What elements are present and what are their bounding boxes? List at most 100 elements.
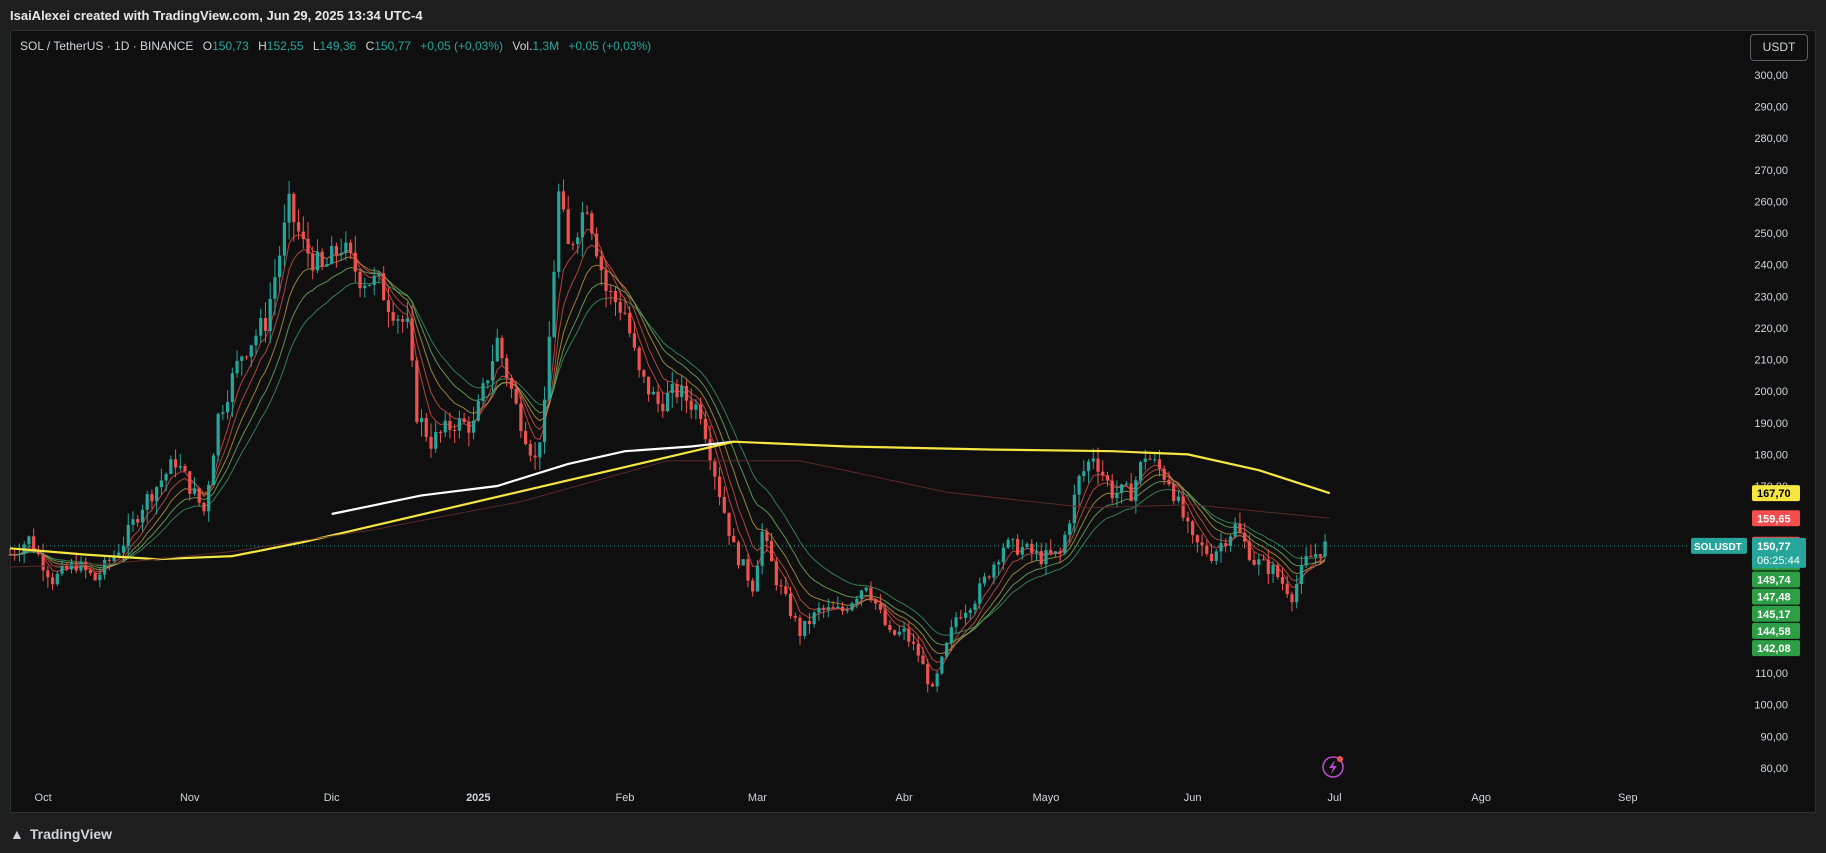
candle-body [647, 376, 651, 395]
ema-ribbon-line [9, 228, 1326, 672]
candle-body [760, 531, 764, 566]
price-change: +0,05 (+0,03%) [420, 39, 504, 53]
candle-body [259, 318, 263, 336]
candle-body [1266, 559, 1270, 575]
x-axis-tick-label: Mayo [1033, 792, 1060, 804]
candle-body [1172, 484, 1176, 501]
candle-body [226, 402, 230, 413]
candle-body [8, 554, 12, 556]
y-axis-tick-label: 240,00 [1754, 260, 1788, 272]
candle-body [1224, 543, 1228, 546]
close-value: 150,77 [374, 39, 411, 53]
price-tag-144-58 [1752, 622, 1800, 639]
candle-body [1195, 535, 1199, 543]
y-axis-tick-label: 180,00 [1754, 449, 1788, 461]
candle-body [1261, 559, 1266, 561]
candle-body [580, 212, 584, 238]
candle-body [17, 553, 22, 555]
symbol-price-label [1691, 537, 1747, 554]
candle-body [609, 291, 613, 293]
y-axis-tick-label: 220,00 [1754, 323, 1788, 335]
candle-body [680, 386, 684, 398]
candle-body [822, 607, 826, 610]
candle-body [982, 576, 987, 584]
candle-body [98, 574, 102, 581]
candle-body [339, 252, 343, 256]
candle-body [367, 284, 372, 286]
candle-body [358, 271, 362, 289]
candle-body [1299, 565, 1304, 584]
tradingview-logo-icon: ▲ [10, 826, 24, 842]
price-tag-label: 149,74 [1757, 575, 1792, 587]
notification-dot [1337, 756, 1343, 762]
candle-body [859, 590, 864, 599]
candle-body [401, 319, 405, 322]
candle-body [467, 422, 471, 433]
candle-body [202, 502, 206, 512]
candle-body [888, 624, 892, 631]
price-tag-label: 167,70 [1757, 488, 1791, 500]
candle-body [788, 593, 793, 616]
candle-body [907, 628, 911, 642]
candle-body [817, 607, 821, 613]
candle-body [1091, 458, 1095, 462]
candle-body [500, 337, 504, 359]
candle-body [916, 643, 920, 656]
candle-body [1238, 523, 1242, 533]
candle-body [892, 630, 897, 635]
candle-body [509, 378, 514, 389]
x-axis-tick-label: Abr [895, 792, 912, 804]
candle-body [46, 570, 50, 578]
candle-body [1053, 551, 1058, 554]
candle-body [542, 399, 547, 443]
candle-body [84, 561, 88, 571]
candle-body [476, 401, 480, 421]
candle-body [306, 238, 310, 254]
currency-button[interactable]: USDT [1750, 34, 1808, 61]
price-tag-167-70 [1752, 485, 1800, 502]
candle-body [727, 512, 731, 536]
candle-body [481, 383, 485, 402]
candle-body [524, 430, 528, 445]
candle-body [1148, 458, 1152, 460]
candle-body [1285, 583, 1289, 595]
candle-body [699, 404, 703, 419]
candle-body [131, 519, 135, 525]
candle-body [997, 562, 1001, 565]
candle-body [798, 617, 802, 636]
candle-body [883, 609, 887, 625]
volume-value: 1,3M [532, 39, 560, 53]
author-caption: IsaiAlexei created with TradingView.com,… [10, 8, 423, 23]
x-axis-tick-label: Sep [1618, 792, 1638, 804]
candle-body [1030, 543, 1034, 553]
candle-body [1082, 471, 1086, 477]
y-axis-tick-label: 80,00 [1760, 763, 1788, 775]
candle-body [1086, 461, 1091, 472]
ema-ribbon-line [10, 281, 1326, 636]
candle-body [675, 384, 679, 398]
y-axis-tick-label: 190,00 [1754, 418, 1788, 430]
candle-body [878, 603, 883, 610]
candle-body [1233, 523, 1237, 537]
tradingview-brand[interactable]: ▲ TradingView [10, 826, 112, 842]
close-label: C [365, 39, 375, 53]
y-axis-tick-label: 270,00 [1754, 165, 1788, 177]
candle-body [419, 418, 424, 423]
alert-lightning-icon [1322, 756, 1344, 778]
y-axis-tick-label: 90,00 [1760, 731, 1788, 743]
candle-body [1252, 559, 1256, 565]
x-axis-tick-label: Jun [1184, 792, 1202, 804]
candle-body [13, 554, 17, 556]
x-axis-tick-label: Ago [1471, 792, 1491, 804]
candle-body [155, 487, 159, 502]
candle-body [50, 577, 55, 585]
candle-body [793, 615, 797, 618]
candle-body [55, 573, 59, 585]
symbol-name[interactable]: SOL / TetherUS · 1D · BINANCE [20, 39, 194, 53]
candle-body [145, 494, 149, 510]
candle-body [746, 559, 750, 581]
candle-body [79, 561, 83, 571]
candle-body [1228, 536, 1233, 546]
chart-area[interactable] [10, 30, 1816, 813]
